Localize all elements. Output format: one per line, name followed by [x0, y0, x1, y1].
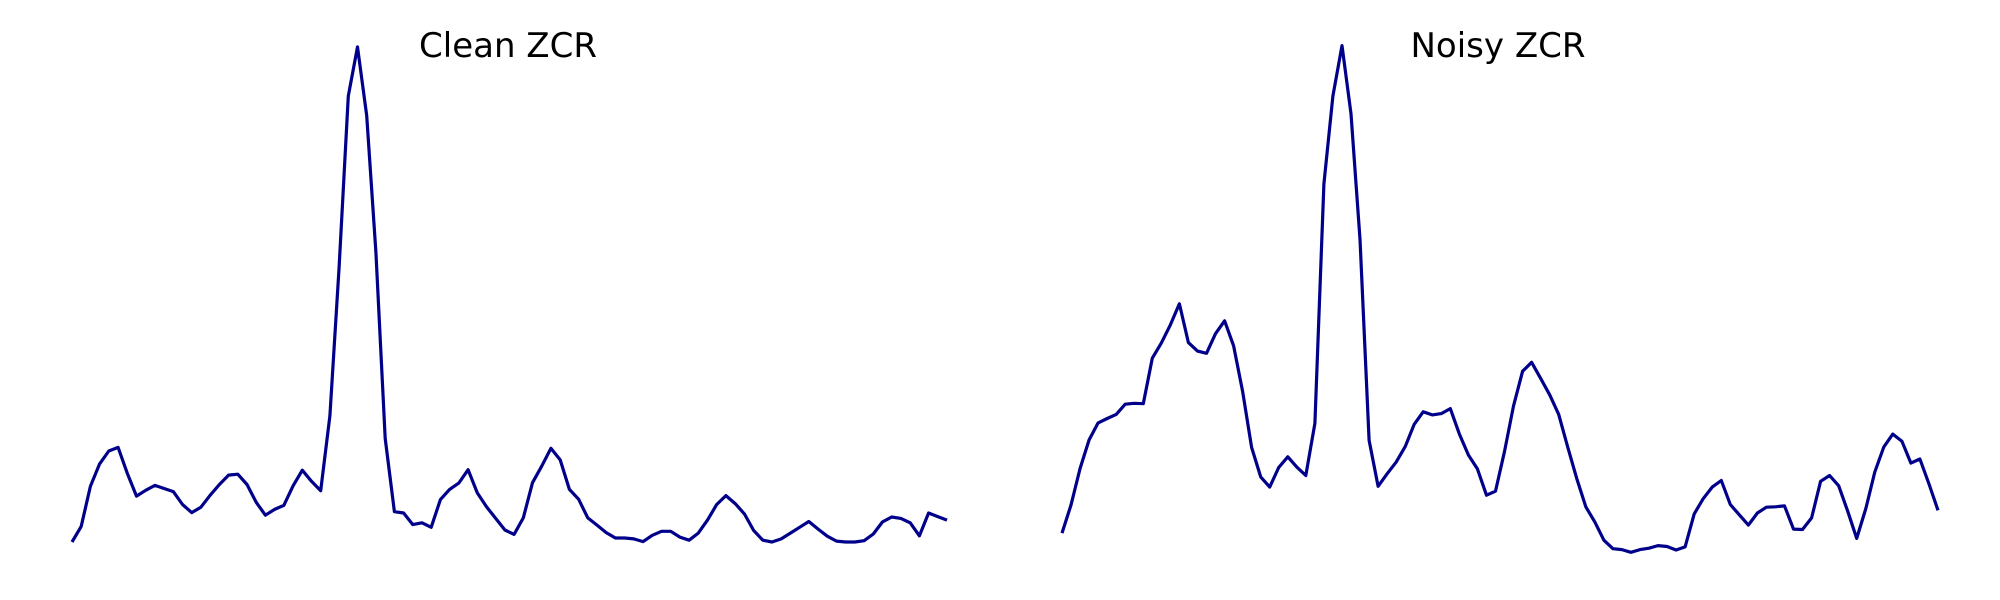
clean-zcr-panel: Clean ZCR — [70, 26, 948, 544]
clean-zcr-line — [70, 45, 948, 544]
noisy-zcr-panel: Noisy ZCR — [1060, 26, 1940, 554]
clean-zcr-points — [71, 46, 948, 543]
noisy-zcr-title: Noisy ZCR — [1411, 26, 1586, 66]
noisy-zcr-points — [1061, 45, 1939, 553]
noisy-zcr-line — [1060, 44, 1940, 554]
clean-zcr-title: Clean ZCR — [419, 26, 597, 66]
